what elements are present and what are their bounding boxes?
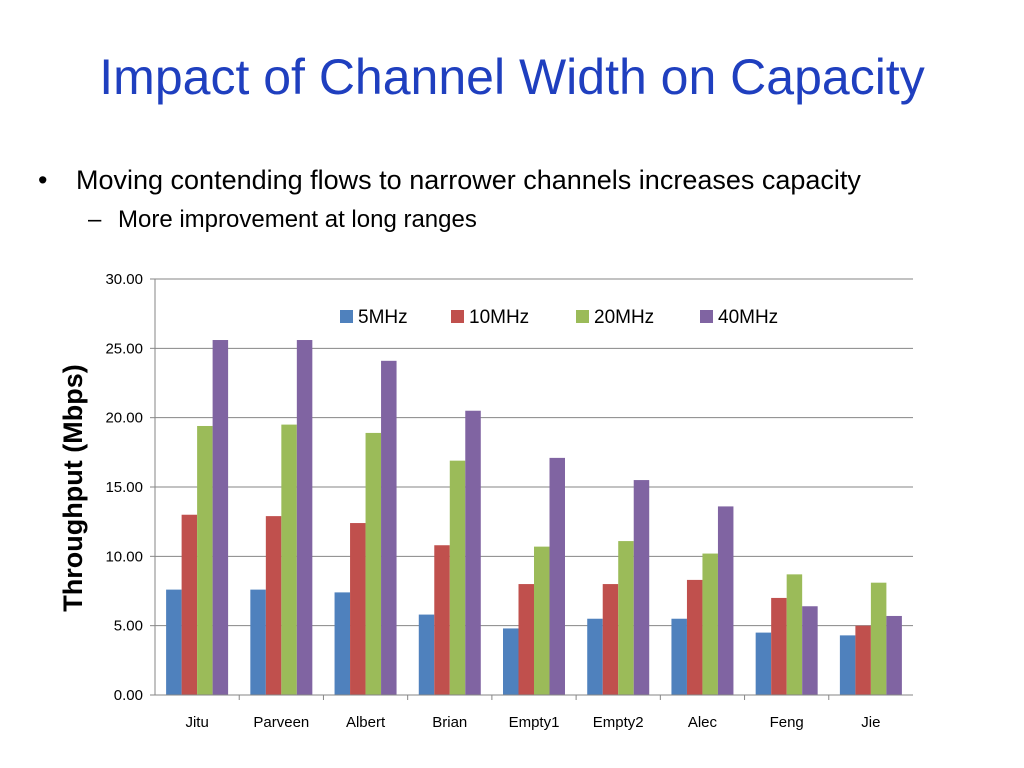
bar-20MHz-Albert xyxy=(365,432,382,695)
legend-label: 20MHz xyxy=(594,307,654,328)
x-category-labels: Jitu Parveen Albert Brian Empty1 Empty2 Alec Fe… xyxy=(185,714,880,731)
y-tick-label: 5.00 xyxy=(114,618,143,635)
legend-swatch xyxy=(576,310,589,323)
x-category-label: Jie xyxy=(861,714,880,731)
legend-swatch xyxy=(340,310,353,323)
bar-40MHz-Empty2 xyxy=(633,480,650,695)
bar-10MHz-Alec xyxy=(686,579,703,695)
y-tick-label: 15.00 xyxy=(105,479,143,496)
bar-5MHz-Empty2 xyxy=(587,618,603,695)
legend-label: 5MHz xyxy=(358,307,408,328)
bar-5MHz-Alec xyxy=(671,618,687,695)
bar-5MHz-Parveen xyxy=(250,589,266,695)
bar-10MHz-Jitu xyxy=(181,514,198,695)
bullet-text: Moving contending flows to narrower chan… xyxy=(76,165,861,195)
bar-20MHz-Feng xyxy=(786,574,803,695)
x-category-label: Alec xyxy=(688,714,718,731)
bar-10MHz-Parveen xyxy=(265,516,282,695)
x-category-label: Empty2 xyxy=(593,714,644,731)
bar-40MHz-Alec xyxy=(717,506,734,695)
bar-20MHz-Jie xyxy=(870,582,887,695)
legend-swatch xyxy=(451,310,464,323)
bar-40MHz-Albert xyxy=(381,360,397,695)
x-category-label: Brian xyxy=(432,714,467,731)
bar-40MHz-Feng xyxy=(802,606,818,695)
x-category-label: Empty1 xyxy=(509,714,560,731)
slide-title: Impact of Channel Width on Capacity xyxy=(99,49,925,105)
sub-bullet-item: – More improvement at long ranges xyxy=(38,206,1008,234)
bar-40MHz-Jie xyxy=(886,615,902,695)
y-tick-labels: 0.00 5.00 10.00 15.00 20.00 25.00 30.00 xyxy=(105,271,143,704)
chart-bars xyxy=(166,340,902,695)
y-tick-label: 0.00 xyxy=(114,687,143,704)
bar-10MHz-Empty1 xyxy=(518,584,534,695)
x-category-label: Jitu xyxy=(185,714,208,731)
legend-label: 10MHz xyxy=(469,307,529,328)
sub-bullet-mark: – xyxy=(88,206,102,233)
bar-40MHz-Parveen xyxy=(296,340,313,695)
sub-bullet-text: More improvement at long ranges xyxy=(118,206,477,233)
bar-20MHz-Jitu xyxy=(197,425,213,695)
bar-5MHz-Feng xyxy=(755,632,772,695)
x-category-label: Parveen xyxy=(253,714,309,731)
bullet-list: • Moving contending flows to narrower ch… xyxy=(38,165,1008,234)
bar-5MHz-Empty1 xyxy=(503,628,519,695)
x-category-label: Feng xyxy=(770,714,804,731)
y-tick-label: 30.00 xyxy=(105,271,143,288)
bar-5MHz-Jie xyxy=(839,635,856,695)
bar-40MHz-Brian xyxy=(465,410,481,695)
y-tick-label: 25.00 xyxy=(105,340,143,357)
bar-10MHz-Brian xyxy=(434,545,450,695)
legend-swatch xyxy=(700,310,713,323)
legend-label: 40MHz xyxy=(718,307,778,328)
bar-40MHz-Jitu xyxy=(212,340,229,695)
y-axis-label: Throughput (Mbps) xyxy=(58,364,88,611)
bar-5MHz-Albert xyxy=(334,592,351,695)
bar-20MHz-Empty1 xyxy=(534,546,550,695)
chart-legend: 5MHz 10MHz 20MHz 40MHz xyxy=(340,307,778,328)
bar-20MHz-Parveen xyxy=(281,424,297,695)
bar-20MHz-Alec xyxy=(702,553,718,695)
bar-10MHz-Albert xyxy=(350,523,366,695)
bar-5MHz-Jitu xyxy=(166,589,182,695)
bar-20MHz-Empty2 xyxy=(618,541,634,695)
chart-axes xyxy=(154,279,913,700)
x-category-label: Albert xyxy=(346,714,386,731)
bar-10MHz-Feng xyxy=(771,597,787,695)
bar-10MHz-Empty2 xyxy=(602,584,619,695)
bar-40MHz-Empty1 xyxy=(549,457,565,695)
y-tick-label: 10.00 xyxy=(105,548,143,565)
bar-20MHz-Brian xyxy=(449,460,466,695)
bullet-mark: • xyxy=(38,165,48,195)
bar-5MHz-Brian xyxy=(418,614,435,695)
bullet-item: • Moving contending flows to narrower ch… xyxy=(38,165,1008,196)
y-tick-label: 20.00 xyxy=(105,410,143,427)
bar-10MHz-Jie xyxy=(855,625,871,695)
